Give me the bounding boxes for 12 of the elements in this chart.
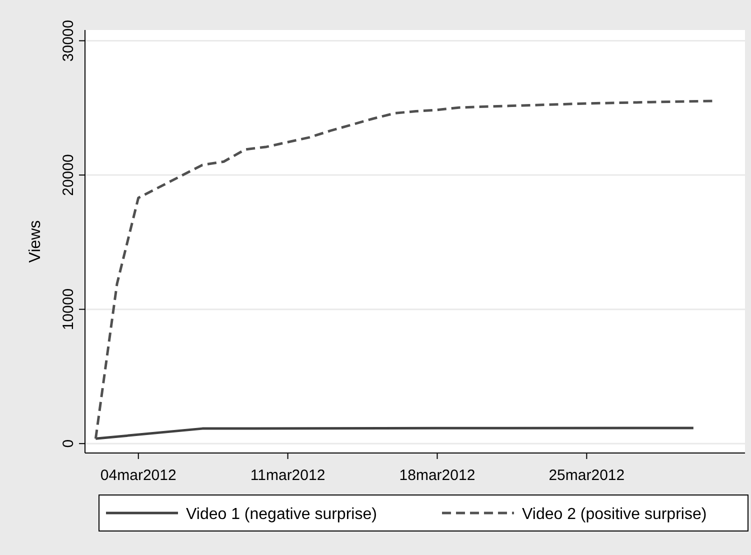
x-tick-label: 11mar2012 [250,467,326,484]
x-tick-label: 04mar2012 [100,467,176,484]
y-tick-label: 30000 [60,20,77,62]
y-tick-label: 0 [60,439,77,448]
x-tick-label: 25mar2012 [548,467,625,484]
legend-label: Video 2 (positive surprise) [522,506,707,523]
y-tick-label: 20000 [60,154,77,196]
y-axis-title: Views [27,220,44,263]
line-series [94,426,695,440]
y-tick-label: 10000 [60,288,77,330]
legend-label: Video 1 (negative surprise) [186,506,377,523]
x-tick-label: 18mar2012 [399,467,476,484]
